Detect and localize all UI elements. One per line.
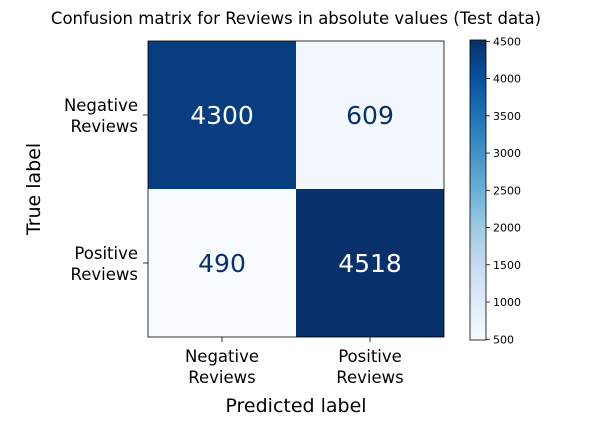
colorbar-tick-label: 2000: [493, 222, 521, 235]
cell-value-label: 4518: [338, 249, 402, 278]
colorbar-tick-label: 3500: [493, 110, 521, 123]
matrix-cell: [296, 189, 444, 337]
y-tick-label: Positive Reviews: [71, 244, 138, 284]
y-tick-label: Negative Reviews: [64, 96, 138, 136]
cell-value-label: 4300: [190, 101, 254, 130]
cell-value-label: 490: [198, 249, 246, 278]
colorbar-tick-label: 4000: [493, 73, 521, 86]
colorbar-tick-label: 1500: [493, 259, 521, 272]
colorbar-tick-label: 2500: [493, 184, 521, 197]
x-tick-labels: Negative Reviews Positive Reviews: [185, 337, 404, 387]
matrix-frame: [147, 40, 445, 338]
colorbar-tick-label: 500: [493, 333, 514, 346]
matrix-cell: [296, 41, 444, 189]
x-axis-label: Predicted label: [225, 395, 366, 417]
colorbar-ticks: 500 1000 1500 2000 2500 3000 3500 4000 4500: [486, 35, 521, 346]
x-tick-label: Negative Reviews: [185, 347, 259, 387]
colorbar-tick-label: 1000: [493, 296, 521, 309]
cell-value-label: 609: [346, 101, 394, 130]
y-axis-label: True label: [23, 143, 45, 236]
x-tick-label: Positive Reviews: [336, 347, 403, 387]
chart-title: Confusion matrix for Reviews in absolute…: [51, 9, 541, 28]
matrix-cell: [148, 41, 296, 189]
colorbar: [469, 39, 487, 341]
y-tick-labels: Negative Reviews Positive Reviews: [64, 96, 148, 284]
matrix-cell: [148, 189, 296, 337]
colorbar-tick-label: 4500: [493, 35, 521, 48]
colorbar-tick-label: 3000: [493, 147, 521, 160]
matrix-cells: 4300 609 490 4518: [147, 40, 445, 338]
